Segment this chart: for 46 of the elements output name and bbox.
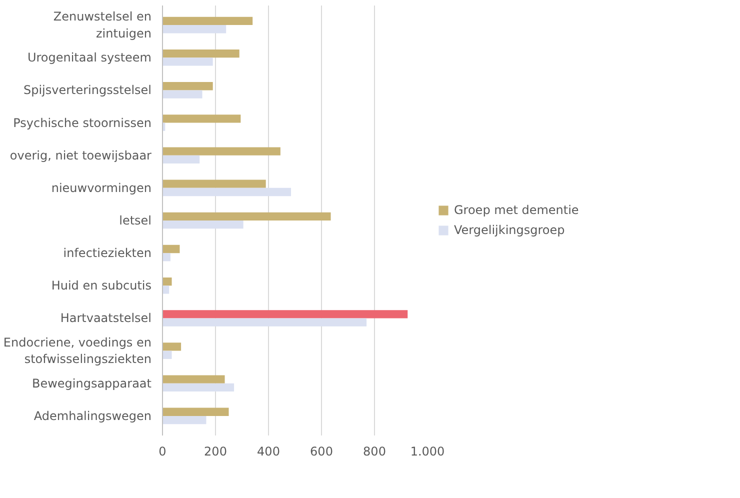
bar bbox=[162, 375, 225, 384]
bar bbox=[162, 350, 172, 359]
x-tick-label: 400 bbox=[257, 444, 280, 458]
bar bbox=[162, 310, 408, 318]
bar bbox=[162, 342, 182, 351]
y-tick-label: Spijsverteringsstelsel bbox=[23, 83, 152, 98]
bar bbox=[162, 82, 213, 90]
bar bbox=[162, 180, 266, 188]
y-tick-label: overig, niet toewijsbaar bbox=[10, 148, 152, 162]
bar bbox=[162, 286, 170, 294]
bar bbox=[162, 58, 213, 66]
y-tick-label: Bewegingsapparaat bbox=[32, 376, 152, 390]
y-tick-label: Psychische stoornissen bbox=[13, 116, 152, 130]
bar bbox=[162, 416, 206, 424]
bar bbox=[162, 90, 202, 98]
bar bbox=[162, 244, 180, 254]
bar bbox=[162, 408, 229, 416]
legend-label: Groep met dementie bbox=[454, 203, 579, 217]
y-tick-label: Huid en subcutis bbox=[51, 278, 152, 293]
y-tick-label: Ademhalingswegen bbox=[34, 408, 152, 423]
legend-label: Vergelijkingsgroep bbox=[454, 223, 565, 237]
y-tick-label: Hartvaatstelsel bbox=[60, 311, 152, 326]
y-tick-label: nieuwvormingen bbox=[51, 180, 152, 195]
bar bbox=[162, 147, 280, 156]
bar bbox=[162, 318, 367, 326]
y-tick-label: infectieziekten bbox=[63, 246, 152, 260]
x-tick-label: 1.000 bbox=[410, 444, 445, 458]
y-tick-label: Zenuwstelsel en zintuigen bbox=[53, 10, 152, 40]
y-tick-label: Endocriene, voedings en stofwisselingsziekten bbox=[3, 335, 152, 366]
bar bbox=[162, 16, 253, 26]
bar bbox=[162, 25, 226, 34]
bar bbox=[162, 278, 172, 286]
bar bbox=[162, 188, 292, 196]
bar bbox=[162, 114, 241, 123]
bar bbox=[162, 253, 170, 262]
x-tick-label: 600 bbox=[310, 444, 333, 458]
x-tick-label: 200 bbox=[204, 444, 227, 458]
bar bbox=[162, 220, 244, 229]
x-tick-label: 800 bbox=[363, 444, 386, 458]
y-tick-label: Urogenitaal systeem bbox=[27, 50, 152, 65]
x-tick-label: 0 bbox=[158, 444, 166, 458]
bar bbox=[162, 383, 234, 392]
bar bbox=[162, 49, 240, 58]
bar bbox=[162, 155, 200, 164]
y-tick-label: letsel bbox=[119, 214, 152, 228]
bar bbox=[162, 212, 331, 220]
